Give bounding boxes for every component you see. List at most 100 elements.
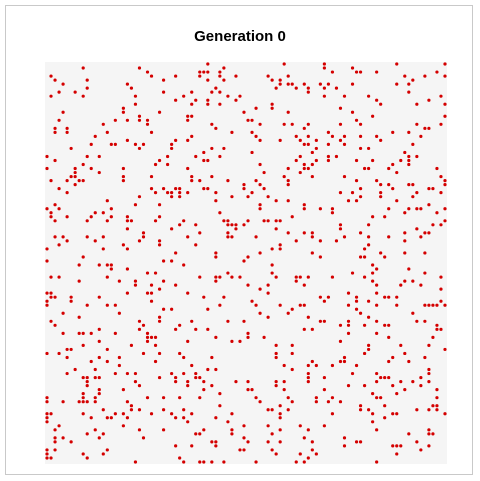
alive-cell bbox=[371, 114, 375, 118]
alive-cell bbox=[419, 283, 423, 287]
alive-cell bbox=[101, 247, 105, 251]
alive-cell bbox=[89, 166, 93, 171]
alive-cell bbox=[53, 126, 57, 130]
alive-cell bbox=[77, 178, 81, 183]
alive-cell bbox=[81, 396, 85, 400]
alive-cell bbox=[443, 74, 447, 78]
alive-cell bbox=[226, 420, 230, 424]
alive-cell bbox=[85, 456, 89, 460]
alive-cell bbox=[427, 343, 431, 348]
alive-cell bbox=[157, 239, 162, 243]
alive-cell bbox=[338, 191, 343, 195]
alive-cell bbox=[93, 375, 97, 380]
alive-cell bbox=[338, 223, 343, 227]
alive-cell bbox=[125, 118, 130, 122]
alive-cell bbox=[125, 227, 130, 231]
alive-cell bbox=[427, 98, 431, 102]
alive-cell bbox=[49, 456, 53, 460]
alive-cell bbox=[286, 396, 290, 400]
alive-cell bbox=[346, 303, 351, 307]
alive-cell bbox=[358, 408, 363, 412]
alive-cell bbox=[358, 195, 363, 199]
alive-cell bbox=[113, 142, 117, 147]
alive-cell bbox=[314, 363, 318, 368]
alive-cell bbox=[435, 327, 439, 331]
alive-cell bbox=[367, 243, 371, 247]
alive-cell bbox=[395, 170, 399, 175]
alive-cell bbox=[182, 355, 186, 360]
alive-cell bbox=[113, 412, 117, 416]
alive-cell bbox=[125, 291, 130, 295]
alive-cell bbox=[161, 259, 166, 263]
generation-title: Generation 0 bbox=[194, 28, 286, 45]
alive-cell bbox=[306, 166, 310, 171]
alive-cell bbox=[282, 122, 286, 126]
alive-cell bbox=[254, 460, 258, 464]
alive-cell bbox=[387, 183, 391, 187]
alive-cell bbox=[157, 351, 162, 356]
alive-cell bbox=[230, 432, 234, 436]
alive-cell bbox=[310, 150, 314, 155]
alive-cell bbox=[298, 452, 302, 456]
alive-cell bbox=[53, 295, 57, 299]
alive-cell bbox=[302, 327, 306, 331]
alive-cell bbox=[218, 74, 222, 78]
alive-cell bbox=[246, 195, 250, 199]
alive-cell bbox=[198, 74, 202, 78]
alive-cell bbox=[258, 287, 262, 291]
alive-cell bbox=[202, 70, 206, 74]
alive-cell bbox=[65, 130, 69, 134]
alive-cell bbox=[206, 70, 210, 74]
alive-cell bbox=[246, 219, 250, 223]
alive-cell bbox=[109, 207, 113, 211]
alive-cell bbox=[274, 379, 278, 384]
alive-cell bbox=[427, 408, 431, 412]
alive-cell bbox=[439, 327, 443, 331]
alive-cell bbox=[161, 428, 166, 432]
alive-cell bbox=[375, 283, 379, 287]
alive-cell bbox=[81, 178, 85, 183]
alive-cell bbox=[322, 94, 326, 98]
alive-cell bbox=[153, 219, 158, 223]
alive-cell bbox=[105, 347, 109, 352]
alive-cell bbox=[121, 174, 125, 179]
alive-cell bbox=[242, 424, 246, 428]
alive-cell bbox=[302, 436, 306, 440]
alive-cell bbox=[170, 412, 174, 416]
alive-cell bbox=[322, 86, 326, 90]
alive-cell bbox=[186, 118, 190, 122]
alive-cell bbox=[342, 235, 347, 239]
alive-cell bbox=[57, 118, 61, 122]
alive-cell bbox=[330, 211, 335, 215]
alive-cell bbox=[350, 110, 355, 114]
alive-cell bbox=[182, 371, 186, 376]
alive-cell bbox=[367, 146, 371, 151]
alive-cell bbox=[190, 102, 194, 106]
alive-cell bbox=[61, 110, 65, 114]
alive-cell bbox=[379, 375, 383, 380]
alive-cell bbox=[226, 231, 230, 235]
alive-cell bbox=[387, 375, 391, 380]
alive-cell bbox=[97, 375, 101, 380]
alive-cell bbox=[358, 134, 363, 138]
alive-cell bbox=[125, 371, 130, 376]
alive-cell bbox=[346, 323, 351, 327]
alive-cell bbox=[93, 400, 97, 404]
alive-cell bbox=[330, 396, 335, 400]
alive-cell bbox=[407, 359, 411, 364]
alive-cell bbox=[174, 187, 178, 191]
alive-cell bbox=[439, 275, 443, 279]
alive-cell bbox=[153, 162, 158, 167]
alive-cell bbox=[342, 94, 347, 98]
alive-cell bbox=[153, 271, 158, 275]
alive-cell bbox=[45, 299, 49, 303]
alive-cell bbox=[346, 291, 351, 295]
alive-cell bbox=[411, 195, 415, 199]
alive-cell bbox=[81, 66, 85, 70]
alive-cell bbox=[423, 303, 427, 307]
life-board[interactable] bbox=[45, 62, 447, 464]
alive-cell bbox=[178, 191, 182, 195]
alive-cell bbox=[387, 335, 391, 339]
alive-cell bbox=[214, 126, 218, 130]
alive-cell bbox=[379, 396, 383, 400]
